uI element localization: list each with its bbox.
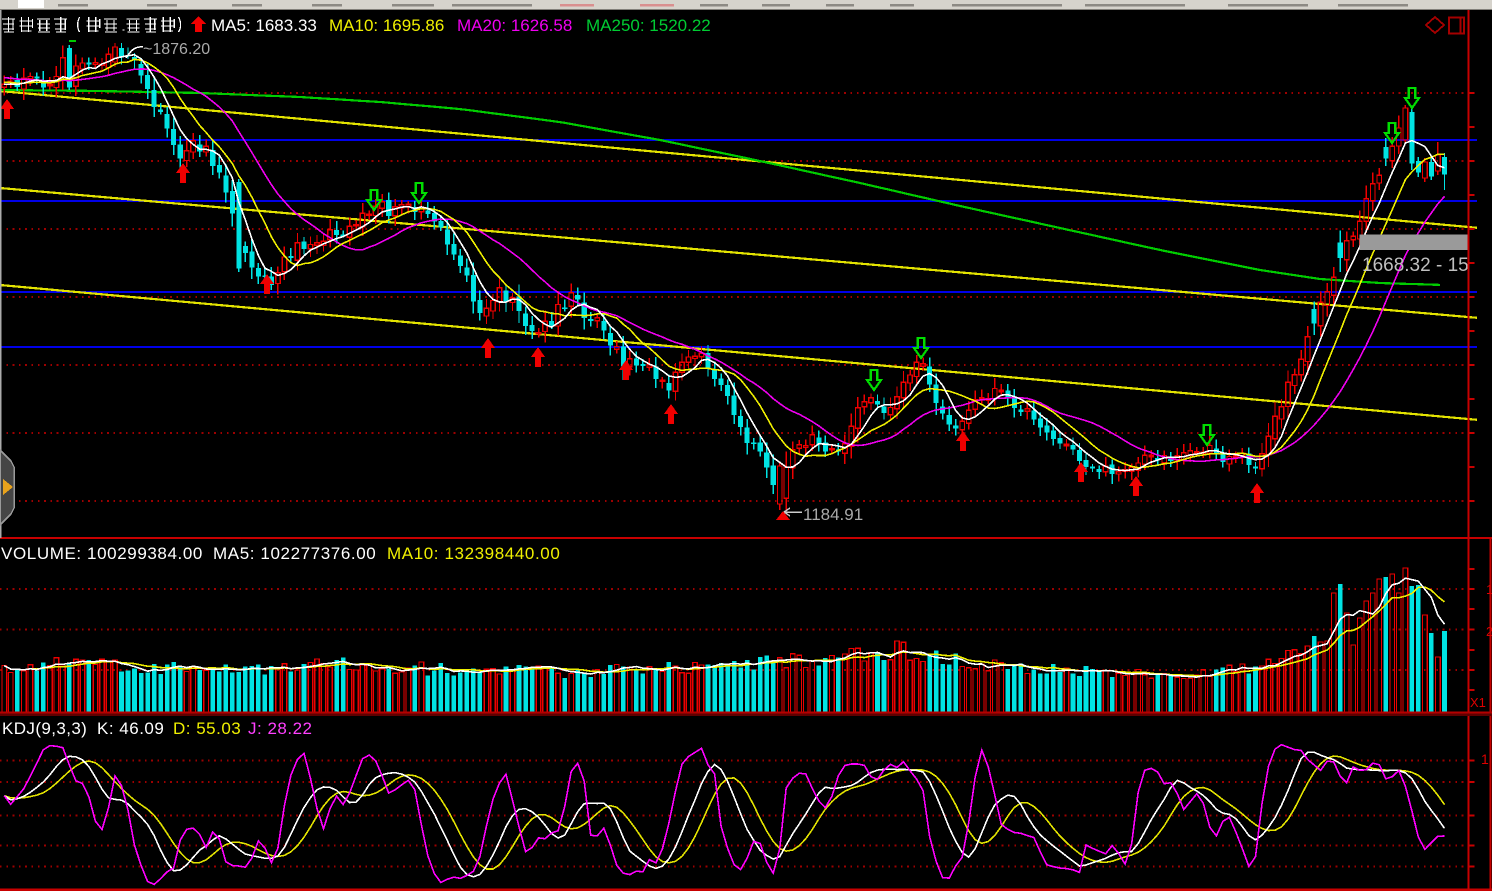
svg-text:1184.91: 1184.91 xyxy=(803,505,863,524)
svg-text:1: 1 xyxy=(1481,751,1489,767)
svg-text:KDJ(9,3,3): KDJ(9,3,3) xyxy=(2,719,87,738)
svg-text:MA10: 1695.86: MA10: 1695.86 xyxy=(329,16,444,35)
svg-text:K: 46.09: K: 46.09 xyxy=(97,719,164,738)
svg-text:1: 1 xyxy=(1486,582,1492,597)
svg-text:1668.32 - 15: 1668.32 - 15 xyxy=(1362,255,1469,276)
svg-text:X1: X1 xyxy=(1470,695,1486,710)
svg-text:~1876.20: ~1876.20 xyxy=(143,41,210,58)
svg-text:J: 28.22: J: 28.22 xyxy=(248,719,313,738)
svg-text:D: 55.03: D: 55.03 xyxy=(173,719,241,738)
svg-text:MA10: 132398440.00: MA10: 132398440.00 xyxy=(387,544,560,563)
svg-text:2: 2 xyxy=(1486,624,1492,639)
svg-text:MA250: 1520.22: MA250: 1520.22 xyxy=(586,16,711,35)
svg-text:MA5: 102277376.00: MA5: 102277376.00 xyxy=(213,544,376,563)
svg-text:MA20: 1626.58: MA20: 1626.58 xyxy=(457,16,572,35)
svg-text:MA5: 1683.33: MA5: 1683.33 xyxy=(211,16,317,35)
svg-text:VOLUME: 100299384.00: VOLUME: 100299384.00 xyxy=(1,544,203,563)
